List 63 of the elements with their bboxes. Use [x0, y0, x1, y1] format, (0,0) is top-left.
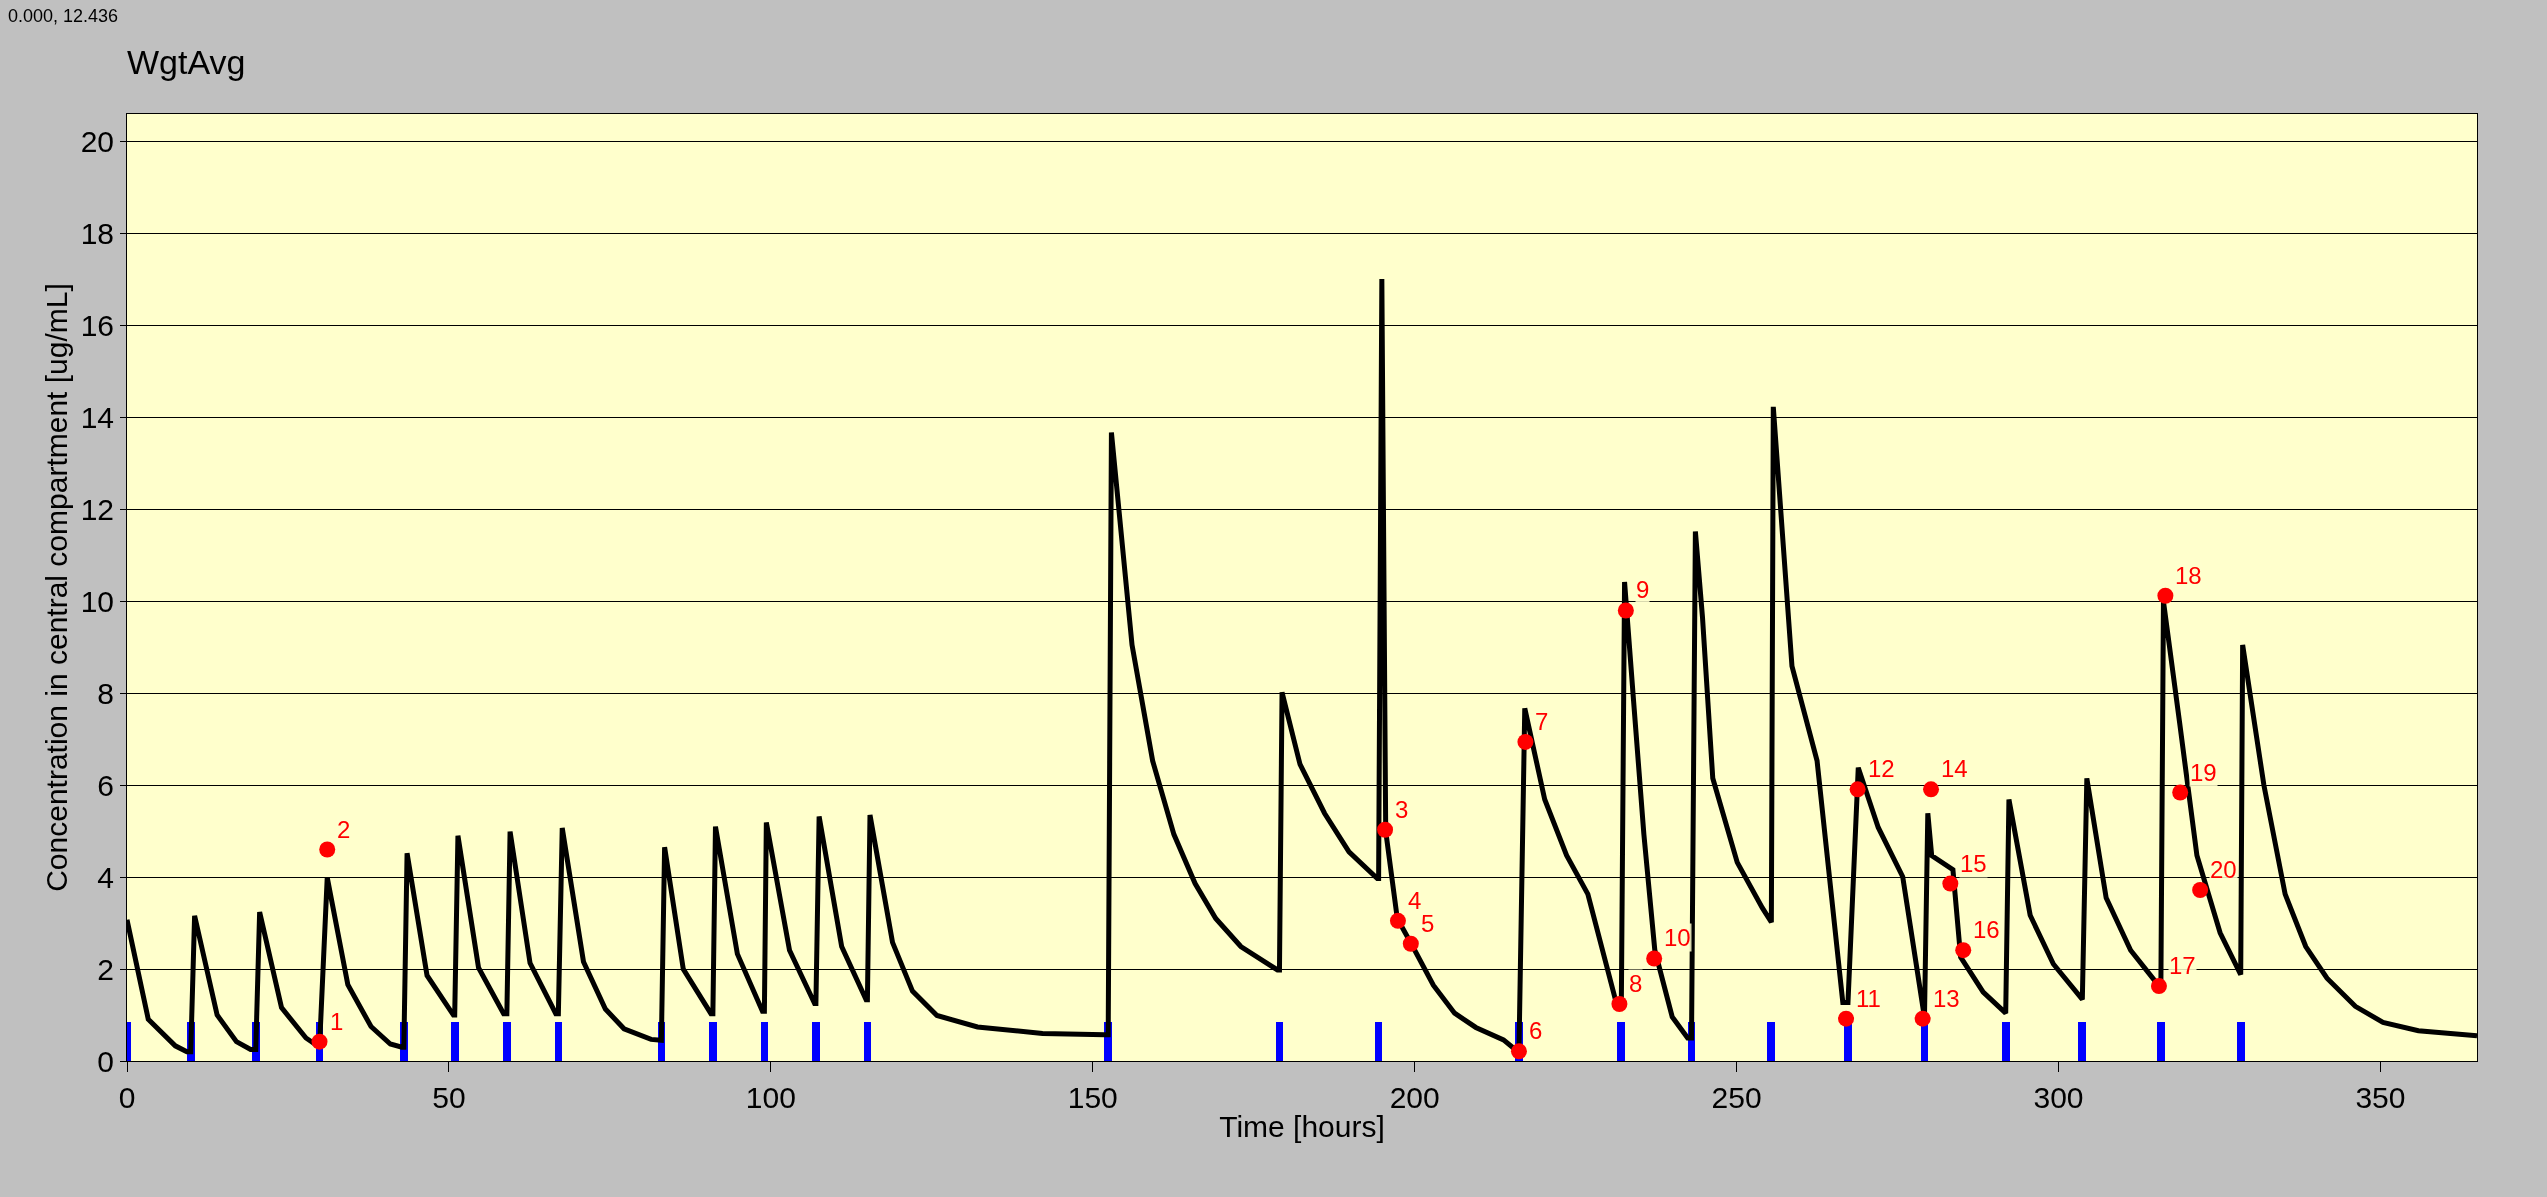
annotation: 9: [1636, 576, 1650, 603]
point: [1510, 1043, 1527, 1060]
point: [1389, 912, 1406, 929]
x-tick-label: 200: [1389, 1081, 1440, 1114]
point: [1955, 942, 1972, 959]
x-tick-label: 0: [118, 1081, 136, 1114]
point: [1377, 821, 1394, 838]
y-tick-label: 2: [97, 952, 114, 986]
point: [1611, 996, 1628, 1012]
annotation: 11: [1856, 985, 1881, 1012]
y-tick-label: 14: [80, 400, 114, 434]
point: [2192, 881, 2209, 898]
annotation: 16: [1973, 916, 2000, 943]
point: [2150, 978, 2167, 995]
x-tick-label: 50: [432, 1081, 466, 1114]
point: [319, 841, 336, 858]
y-axis-title: Concentration in central compartment [ug/mL]: [39, 283, 73, 892]
annotation: 17: [2169, 952, 2196, 979]
point: [1849, 781, 1866, 798]
annotation: 7: [1535, 708, 1549, 735]
annotation: 13: [1933, 985, 1960, 1012]
annotation: 12: [1868, 755, 1895, 782]
x-tick-label: 100: [745, 1081, 796, 1114]
annotation: 10: [1664, 924, 1691, 951]
annotation: 18: [2175, 562, 2202, 589]
y-tick-label: 10: [80, 584, 114, 618]
annotation: 6: [1529, 1017, 1543, 1044]
point: [1617, 602, 1634, 619]
point: [1942, 875, 1959, 892]
annotation: 3: [1395, 796, 1409, 823]
x-tick-label: 300: [2033, 1081, 2084, 1114]
annotation: 15: [1960, 850, 1987, 877]
point: [2172, 784, 2189, 801]
x-tick-label: 350: [2355, 1081, 2406, 1114]
y-tick-label: 0: [97, 1044, 114, 1078]
x-tick-label: 150: [1067, 1081, 1118, 1114]
y-tick-label: 20: [80, 125, 114, 159]
point: [1923, 781, 1940, 798]
y-tick-label: 4: [97, 860, 114, 894]
point: [1914, 1010, 1931, 1027]
annotation: 2: [337, 816, 351, 843]
y-tick-label: 16: [80, 308, 114, 342]
y-tick-label: 8: [97, 676, 114, 710]
annotation: 8: [1629, 970, 1643, 997]
annotation: 1: [330, 1008, 344, 1035]
point: [311, 1033, 328, 1050]
annotation: 20: [2210, 856, 2237, 883]
y-tick-label: 6: [97, 768, 114, 802]
y-tick-label: 18: [80, 217, 114, 251]
x-tick-label: 250: [1711, 1081, 1762, 1114]
chart-title: WgtAvg: [127, 42, 246, 81]
annotation: 14: [1941, 755, 1968, 782]
point: [1402, 935, 1419, 952]
annotation: 4: [1408, 887, 1422, 914]
text: 0.000, 12.436: [8, 6, 119, 26]
point: [2157, 587, 2174, 604]
point: [1838, 1010, 1855, 1027]
annotation: 19: [2190, 759, 2217, 786]
point: [1646, 950, 1663, 967]
point: [1517, 733, 1534, 750]
x-axis-title: Time [hours]: [1219, 1109, 1385, 1143]
annotation: 5: [1421, 910, 1435, 937]
y-tick-label: 12: [80, 492, 114, 526]
